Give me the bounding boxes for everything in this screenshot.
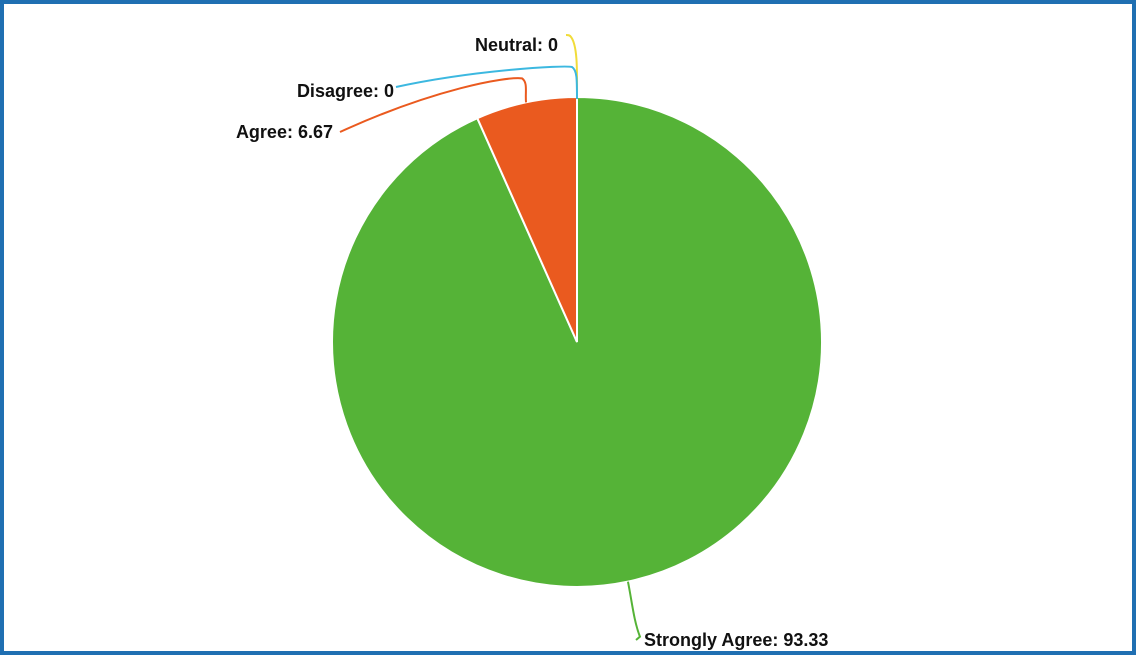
leader-line-disagree bbox=[395, 65, 578, 100]
label-neutral: Neutral: 0 bbox=[475, 35, 558, 55]
slice-labels: Strongly Agree: 93.33 Neutral: 0 Disagre… bbox=[236, 35, 828, 650]
leader-lines bbox=[339, 34, 642, 641]
pie-slices bbox=[331, 95, 823, 588]
pie-slice-strongly-agree bbox=[331, 95, 823, 588]
label-disagree: Disagree: 0 bbox=[297, 81, 394, 101]
pie-chart: Strongly Agree: 93.33 Neutral: 0 Disagre… bbox=[236, 34, 828, 650]
leader-line-strongly-agree bbox=[626, 581, 642, 641]
leader-line-agree bbox=[339, 77, 528, 133]
label-strongly-agree: Strongly Agree: 93.33 bbox=[644, 630, 828, 650]
label-agree: Agree: 6.67 bbox=[236, 122, 333, 142]
